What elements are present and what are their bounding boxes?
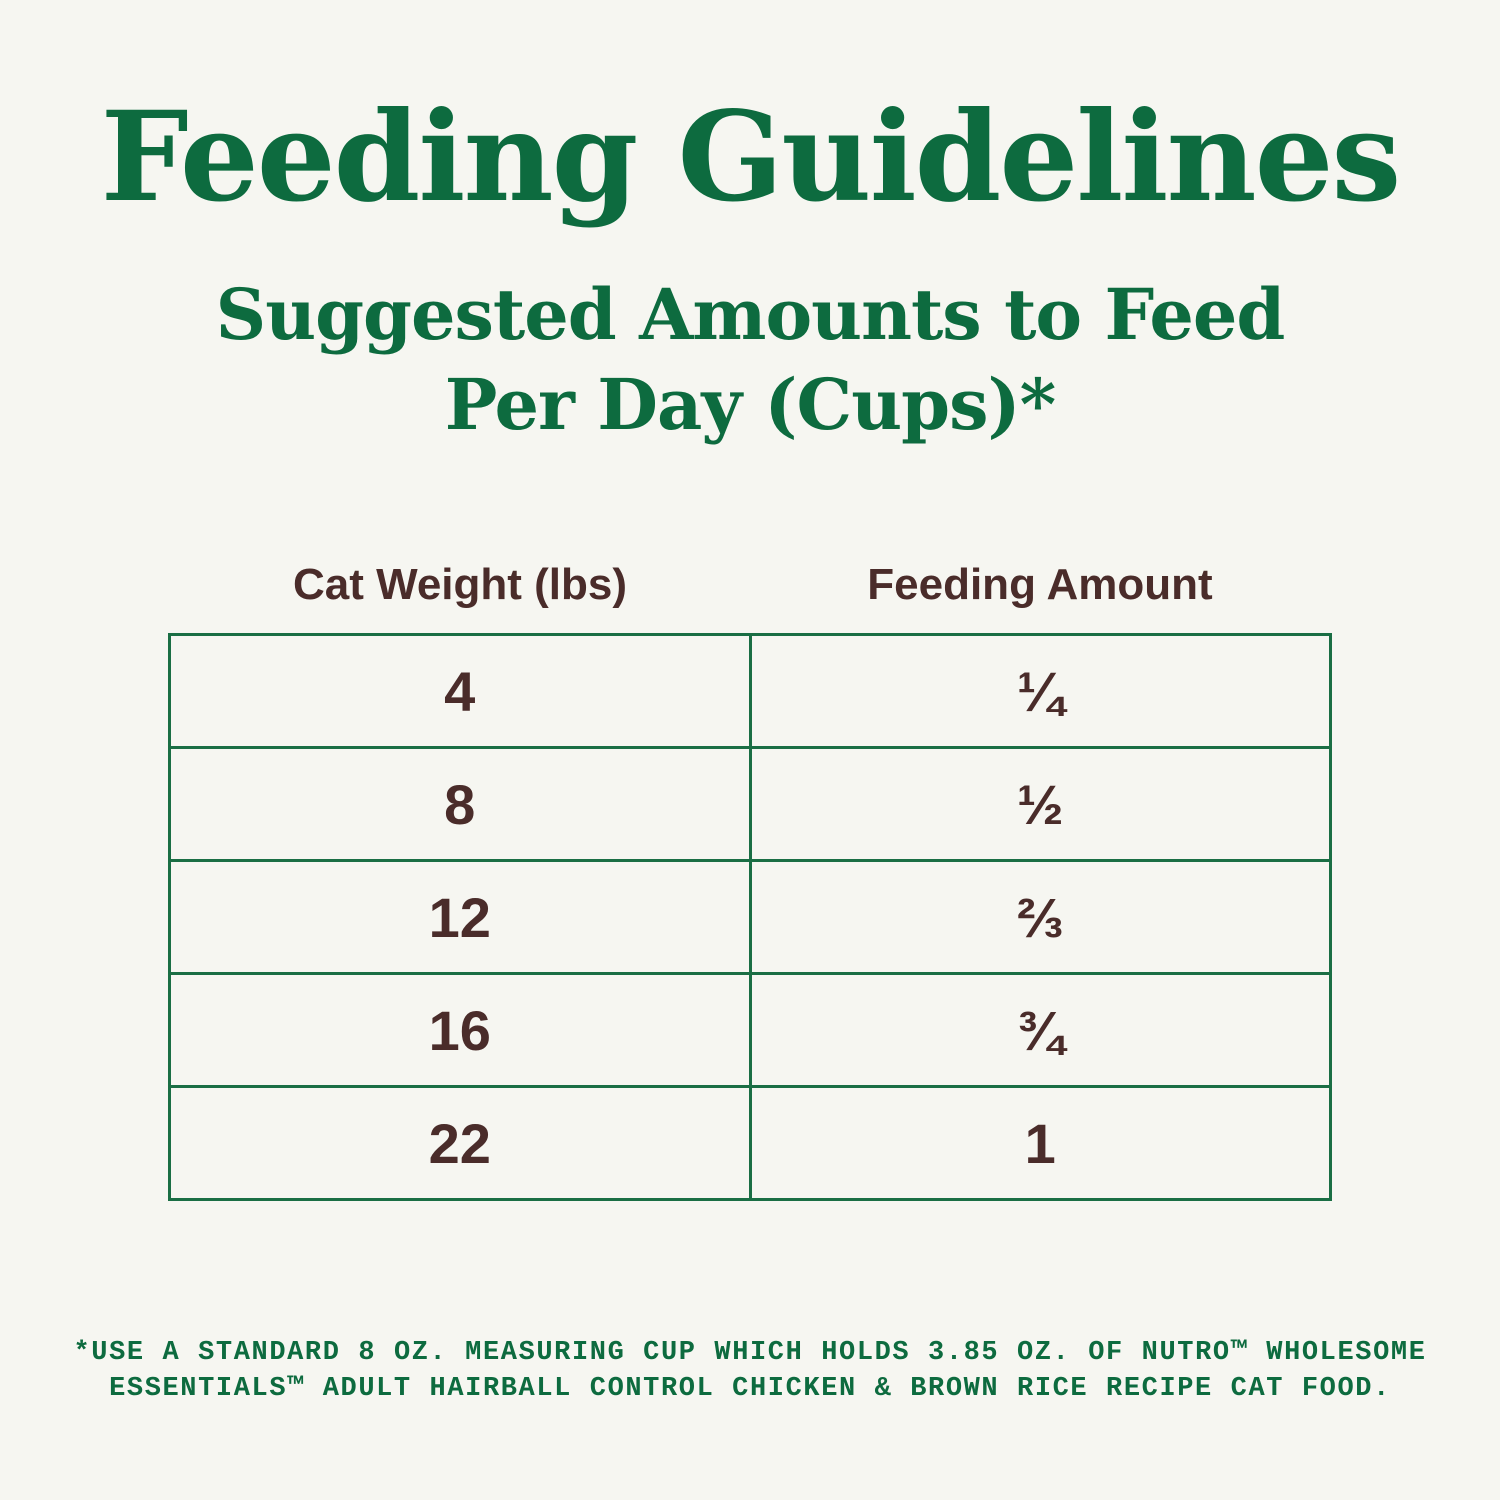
feeding-table: 4 ¼ 8 ½ 12 ⅔ 16 ¾ 22 1: [168, 633, 1332, 1201]
subtitle-line: Per Day (Cups)*: [444, 363, 1056, 446]
amount-cell: ½: [748, 746, 1332, 862]
footnote-line: ESSENTIALS™ ADULT HAIRBALL CONTROL CHICK…: [109, 1374, 1391, 1404]
amount-cell: 1: [748, 1085, 1332, 1201]
footnote-line: *USE A STANDARD 8 OZ. MEASURING CUP WHIC…: [73, 1338, 1427, 1368]
subtitle-line: Suggested Amounts to Feed: [215, 273, 1286, 356]
weight-cell: 22: [168, 1085, 752, 1201]
amount-cell: ¾: [748, 972, 1332, 1088]
table-row: 16 ¾: [168, 972, 1332, 1088]
weight-cell: 4: [168, 633, 752, 749]
amount-cell: ¼: [748, 633, 1332, 749]
weight-cell: 8: [168, 746, 752, 862]
amount-cell: ⅔: [748, 859, 1332, 975]
table-row: 12 ⅔: [168, 859, 1332, 975]
title: Feeding Guidelines: [100, 85, 1402, 230]
weight-cell: 12: [168, 859, 752, 975]
column-header: Cat Weight (lbs): [292, 560, 628, 609]
column-header: Feeding Amount: [867, 560, 1213, 609]
table-row: 22 1: [168, 1085, 1332, 1201]
weight-cell: 16: [168, 972, 752, 1088]
